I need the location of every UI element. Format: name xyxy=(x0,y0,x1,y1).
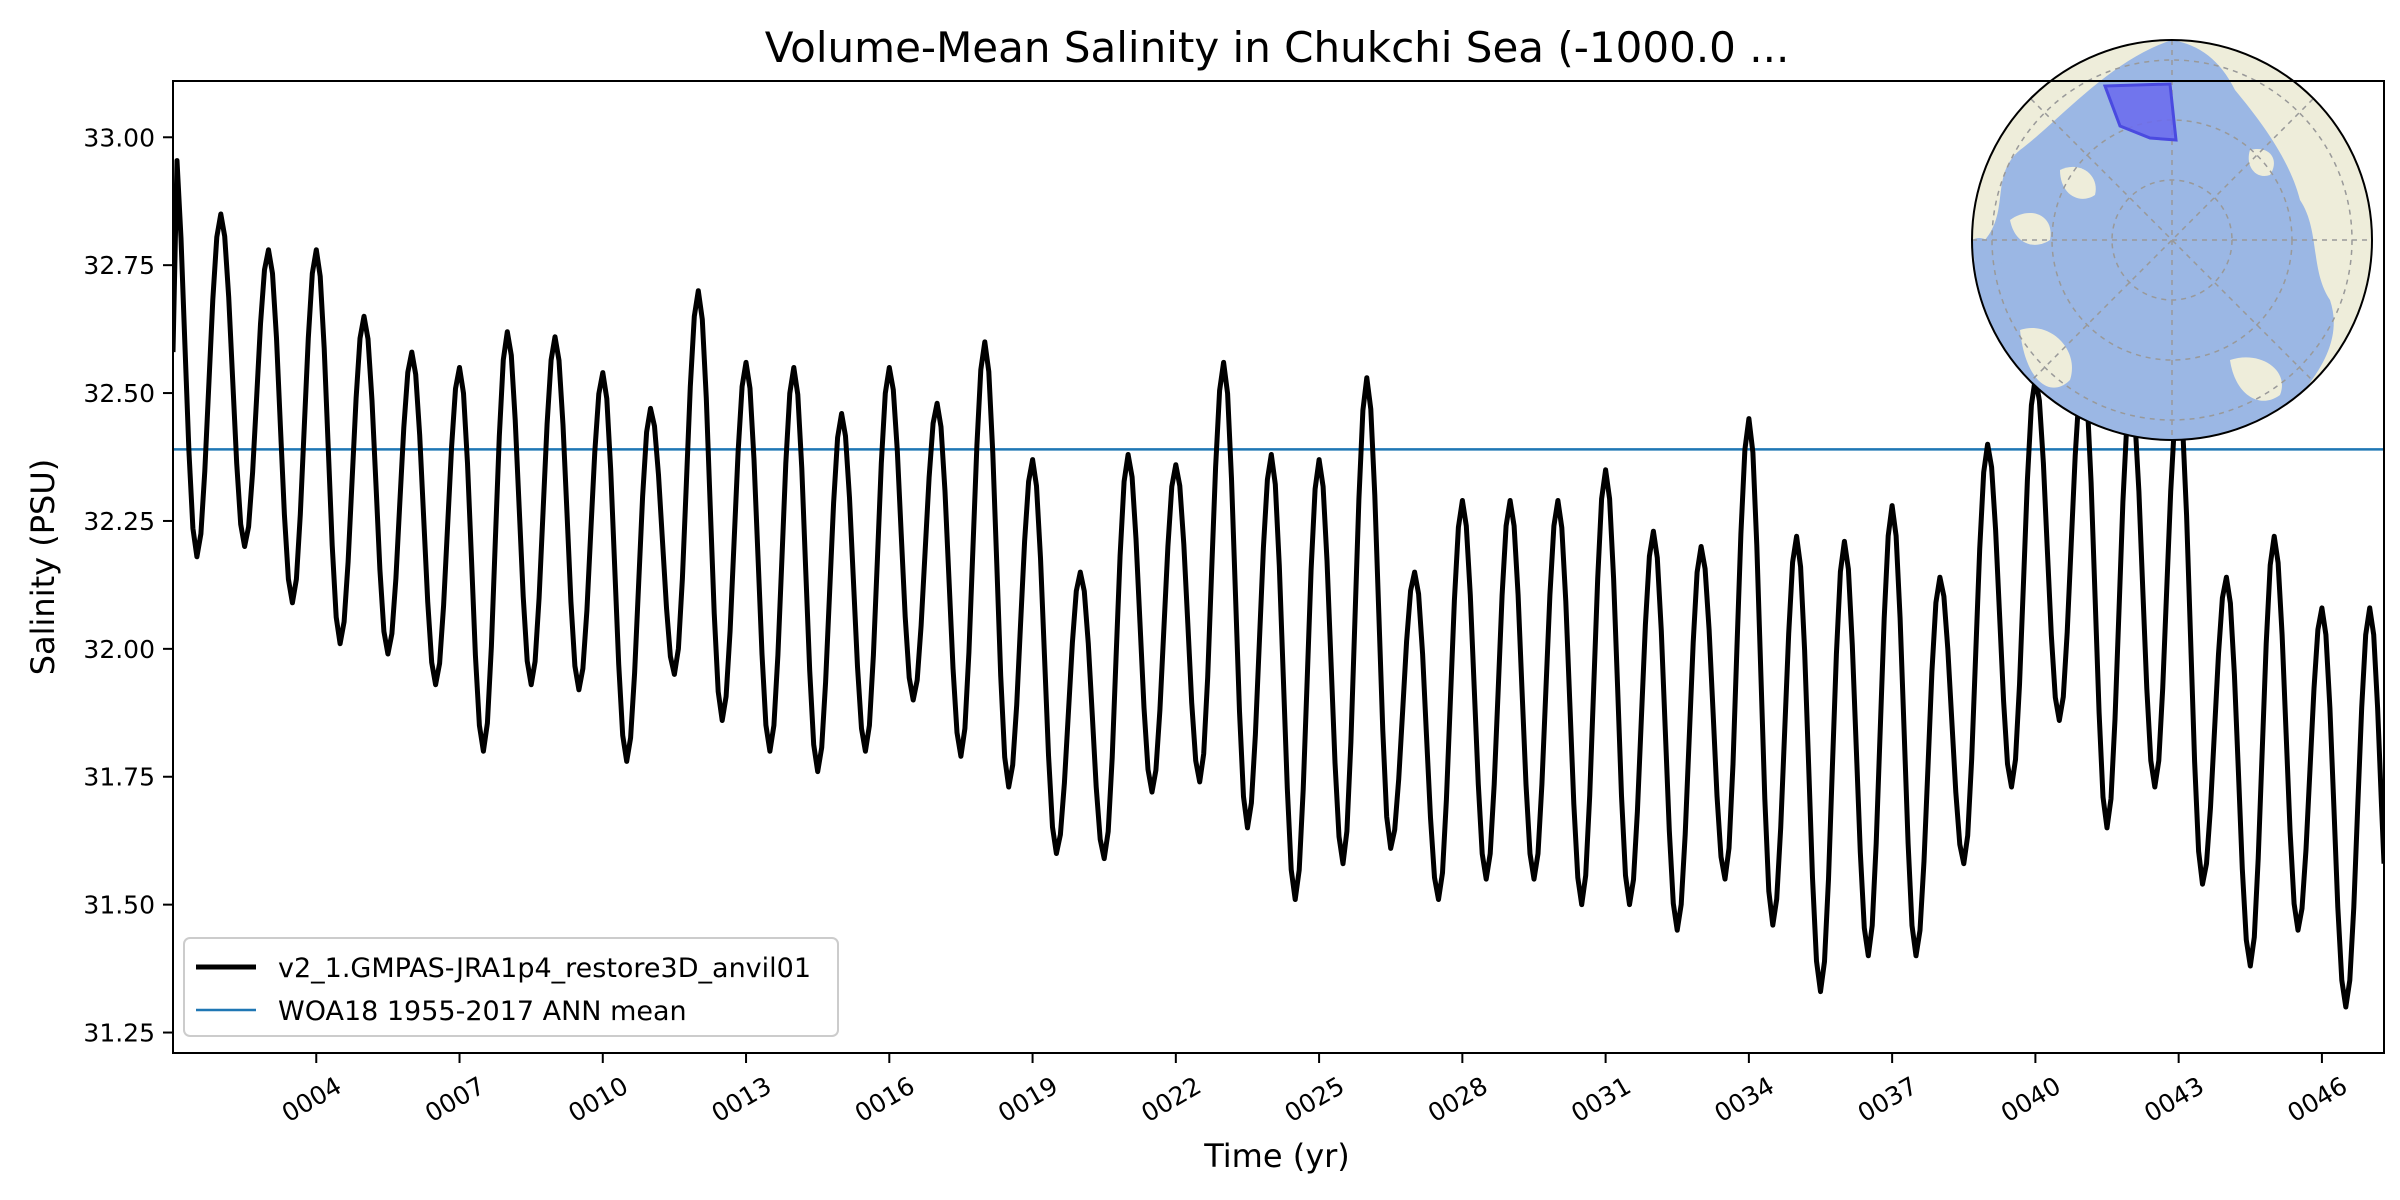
y-tick-label: 31.25 xyxy=(83,1019,155,1048)
salinity-series-line xyxy=(173,158,2384,1010)
y-tick-label: 33.00 xyxy=(83,123,155,152)
legend: v2_1.GMPAS-JRA1p4_restore3D_anvil01 WOA1… xyxy=(183,937,839,1037)
y-tick-label: 32.25 xyxy=(83,507,155,536)
legend-label-woa18: WOA18 1955-2017 ANN mean xyxy=(278,996,687,1027)
y-tick-label: 31.50 xyxy=(83,891,155,920)
plot-frame xyxy=(172,80,2385,1054)
inset-map-region-highlight xyxy=(2102,82,2178,142)
plot-area xyxy=(173,158,2384,1010)
y-tick-label: 32.75 xyxy=(83,251,155,280)
y-axis-label: Salinity (PSU) xyxy=(24,459,62,676)
inset-map-ocean xyxy=(1972,40,2372,440)
legend-box xyxy=(183,937,839,1037)
x-axis-label: Time (yr) xyxy=(1203,1137,1350,1175)
y-axis: 31.25 31.50 31.75 32.00 32.25 32.50 32.75 33.00 xyxy=(83,123,173,1048)
legend-label-model: v2_1.GMPAS-JRA1p4_restore3D_anvil01 xyxy=(278,953,811,984)
region-inset-map xyxy=(1971,39,2373,441)
y-tick-label: 32.50 xyxy=(83,379,155,408)
y-tick-label: 32.00 xyxy=(83,635,155,664)
chart-title: Volume-Mean Salinity in Chukchi Sea (-10… xyxy=(765,23,1790,72)
inset-map-border xyxy=(1971,39,2373,441)
y-tick-label: 31.75 xyxy=(83,763,155,792)
inset-map-graticule xyxy=(1972,40,2372,440)
